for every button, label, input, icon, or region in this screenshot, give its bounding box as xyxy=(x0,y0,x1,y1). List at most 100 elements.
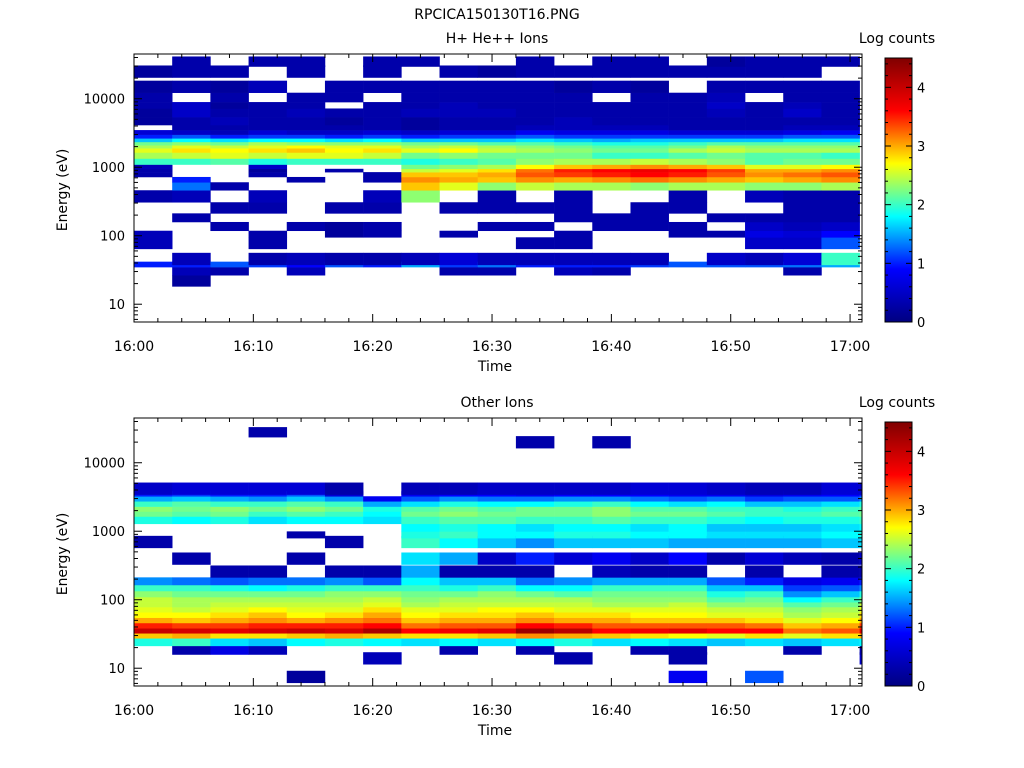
heatmap-cell xyxy=(248,427,288,438)
heatmap-cell xyxy=(668,496,708,502)
heatmap-cell xyxy=(745,506,784,512)
heatmap-cell xyxy=(706,501,746,507)
heatmap-cell xyxy=(439,607,479,613)
heatmap-cell xyxy=(363,202,402,214)
heatmap-cell xyxy=(172,617,211,624)
heatmap-cell xyxy=(134,148,173,153)
heatmap-cell xyxy=(783,65,822,78)
heatmap-cell xyxy=(668,230,708,238)
heatmap-cell xyxy=(592,117,631,126)
heatmap-cell xyxy=(668,182,708,191)
heatmap-cell xyxy=(706,607,746,613)
heatmap-cell xyxy=(248,138,288,143)
heatmap-cell xyxy=(439,92,479,103)
heatmap-cell xyxy=(477,552,517,565)
heatmap-cell xyxy=(286,148,326,153)
heatmap-cell xyxy=(706,535,746,549)
heatmap-cell xyxy=(439,108,479,118)
heatmap-cell xyxy=(592,633,631,639)
heatmap-cell xyxy=(630,577,669,586)
heatmap-cell xyxy=(668,482,708,495)
heatmap-cell xyxy=(783,148,822,153)
heatmap-cell xyxy=(821,202,860,214)
heatmap-cell xyxy=(554,230,593,238)
heatmap-cell xyxy=(401,252,440,266)
heatmap-cell xyxy=(668,612,708,618)
heatmap-cell xyxy=(592,612,631,618)
heatmap-cell xyxy=(821,602,860,608)
heatmap-cell xyxy=(134,516,173,525)
heatmap-cell xyxy=(630,531,669,539)
heatmap-cell xyxy=(821,511,860,517)
heatmap-cell xyxy=(172,80,211,93)
y-axis-label: Energy (eV) xyxy=(55,513,71,596)
heatmap-cell xyxy=(401,577,440,586)
heatmap-cell xyxy=(401,168,440,173)
heatmap-cell xyxy=(248,645,288,655)
heatmap-cell xyxy=(821,164,860,170)
heatmap-cell xyxy=(172,516,211,525)
heatmap-cell xyxy=(134,590,173,598)
heatmap-cell xyxy=(286,134,326,139)
heatmap-cell xyxy=(363,102,402,109)
heatmap-cell xyxy=(324,496,364,502)
heatmap-cell xyxy=(706,590,746,598)
heatmap-cell xyxy=(324,141,364,146)
heatmap-cell xyxy=(668,172,708,178)
heatmap-cell xyxy=(515,617,555,624)
heatmap-cell xyxy=(324,501,364,507)
heatmap-cell xyxy=(477,92,517,103)
heatmap-cell xyxy=(706,230,746,238)
heatmap-cell xyxy=(515,176,555,183)
heatmap-cell xyxy=(821,158,860,165)
heatmap-cell xyxy=(324,482,364,495)
heatmap-cell xyxy=(706,80,746,93)
heatmap-cell xyxy=(668,645,708,655)
heatmap-cell xyxy=(783,628,822,634)
heatmap-cell xyxy=(210,590,249,598)
heatmap-cell xyxy=(706,138,746,143)
heatmap-cell xyxy=(706,552,746,565)
heatmap-cell xyxy=(706,125,746,131)
heatmap-cell xyxy=(515,638,555,647)
heatmap-cell xyxy=(668,584,708,592)
heatmap-cell xyxy=(745,617,784,624)
heatmap-cell xyxy=(324,516,364,525)
heatmap-cell xyxy=(592,597,631,603)
heatmap-cell xyxy=(668,190,708,203)
heatmap-cell xyxy=(783,230,822,238)
heatmap-cell xyxy=(592,182,631,191)
heatmap-cell xyxy=(286,602,326,608)
heatmap-cell xyxy=(248,252,288,266)
heatmap-cell xyxy=(210,638,249,647)
heatmap-cell xyxy=(745,501,784,507)
axes-ticks: 10 100 1000 10000 16:00 16:10 16:20 16:30 16:40 1… xyxy=(84,54,870,355)
heatmap-cell xyxy=(706,597,746,603)
heatmap-cell xyxy=(210,102,249,109)
heatmap-cell xyxy=(210,134,249,139)
heatmap-cell xyxy=(248,617,288,624)
heatmap-cell xyxy=(821,176,860,183)
heatmap-cell xyxy=(248,80,288,93)
heatmap-cell xyxy=(172,501,211,507)
heatmap-cell xyxy=(706,182,746,191)
heatmap-cell xyxy=(554,652,593,665)
heatmap-cell xyxy=(248,130,288,135)
heatmap-cell xyxy=(439,617,479,624)
heatmap-cell xyxy=(324,511,364,517)
heatmap-cell xyxy=(668,164,708,170)
heatmap-cell xyxy=(324,638,364,647)
heatmap-cell xyxy=(439,65,479,78)
heatmap-cell xyxy=(134,617,173,624)
heatmap-cell xyxy=(706,622,746,629)
heatmap-cell xyxy=(286,56,326,67)
heatmap-cell xyxy=(554,496,593,502)
heatmap-cell xyxy=(210,130,249,135)
heatmap-cell xyxy=(477,496,517,502)
heatmap-cell xyxy=(248,158,288,165)
heatmap-cell xyxy=(210,261,249,268)
heatmap-cell xyxy=(210,511,249,517)
heatmap-cell xyxy=(363,230,402,238)
heatmap-cell xyxy=(745,65,784,78)
heatmap-cell xyxy=(515,612,555,618)
